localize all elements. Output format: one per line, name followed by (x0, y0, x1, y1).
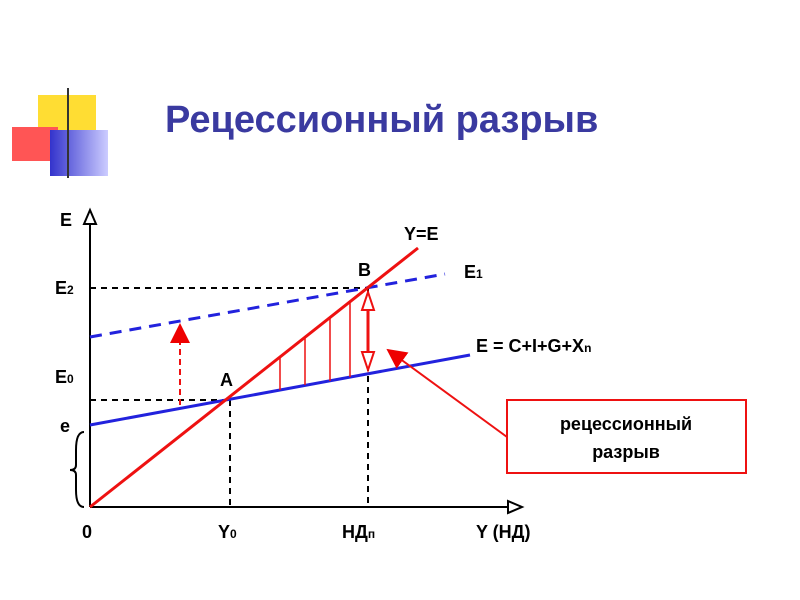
line-label: E = C+I+G+Xn (476, 336, 591, 356)
axis-label: E (60, 210, 72, 230)
point-label: B (358, 260, 371, 280)
label: НДп (342, 522, 375, 542)
label: E0 (55, 367, 74, 387)
line-label: Y=E (404, 224, 439, 244)
label: e (60, 416, 70, 436)
callout-text: рецессионный (560, 414, 692, 434)
label: Y0 (218, 522, 237, 542)
callout-text: разрыв (592, 442, 660, 462)
point-label: A (220, 370, 233, 390)
graph (69, 207, 747, 515)
origin-label: 0 (82, 522, 92, 542)
decoration (12, 88, 760, 178)
label: E2 (55, 278, 74, 298)
title: Рецессионный разрыв (165, 99, 598, 141)
line-label: E1 (464, 262, 483, 282)
axis-label: Y (НД) (476, 522, 531, 542)
